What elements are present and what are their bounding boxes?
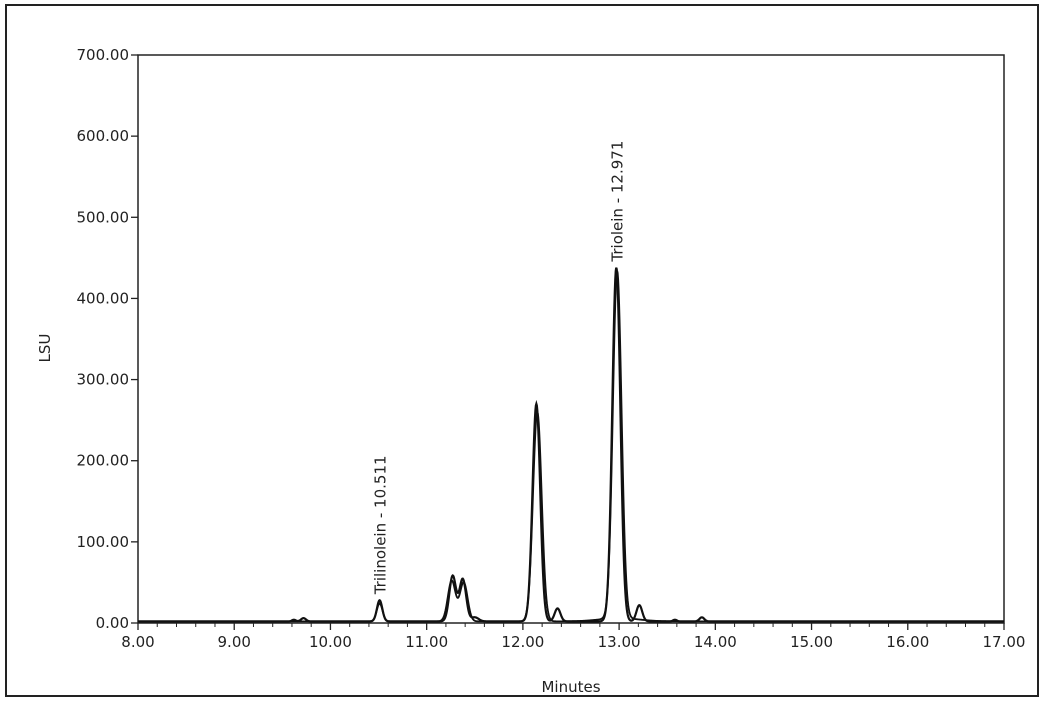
y-tick-label: 300.00 (77, 371, 130, 389)
annotations-group: Trilinolein - 10.511 Triolein - 12.971 (372, 141, 627, 596)
y-tick-label: 600.00 (77, 127, 130, 145)
chart-frame (5, 4, 1039, 697)
x-tick-label: 12.00 (501, 633, 544, 651)
x-tick-label: 16.00 (886, 633, 929, 651)
series-line-1 (138, 267, 1004, 623)
y-axis: 0.00 100.00 200.00 300.00 400.00 500.00 600.00… (77, 46, 138, 632)
peak-annotation: Triolein - 12.971 (608, 141, 626, 263)
x-tick-label: 10.00 (309, 633, 352, 651)
x-tick-label: 15.00 (790, 633, 833, 651)
y-tick-label: 700.00 (77, 46, 130, 64)
y-tick-label: 200.00 (77, 452, 130, 470)
x-tick-label: 17.00 (983, 633, 1026, 651)
x-tick-label: 8.00 (121, 633, 154, 651)
y-tick-label: 400.00 (77, 289, 130, 307)
x-axis-title: Minutes (541, 678, 600, 696)
x-tick-label: 9.00 (218, 633, 251, 651)
y-tick-label: 0.00 (96, 614, 129, 632)
series-group (138, 267, 1004, 623)
y-tick-label: 100.00 (77, 533, 130, 551)
x-tick-label: 14.00 (694, 633, 737, 651)
plot-area (137, 54, 1005, 624)
series-line-2 (138, 270, 1004, 623)
x-tick-label: 11.00 (405, 633, 448, 651)
y-axis-title: LSU (36, 334, 54, 363)
x-axis: 8.00 9.00 10.00 11.00 12.00 13.00 14.00 15.00 16… (121, 623, 1025, 651)
peak-annotation: Trilinolein - 10.511 (372, 455, 390, 595)
x-tick-label: 13.00 (598, 633, 641, 651)
y-tick-label: 500.00 (77, 208, 130, 226)
